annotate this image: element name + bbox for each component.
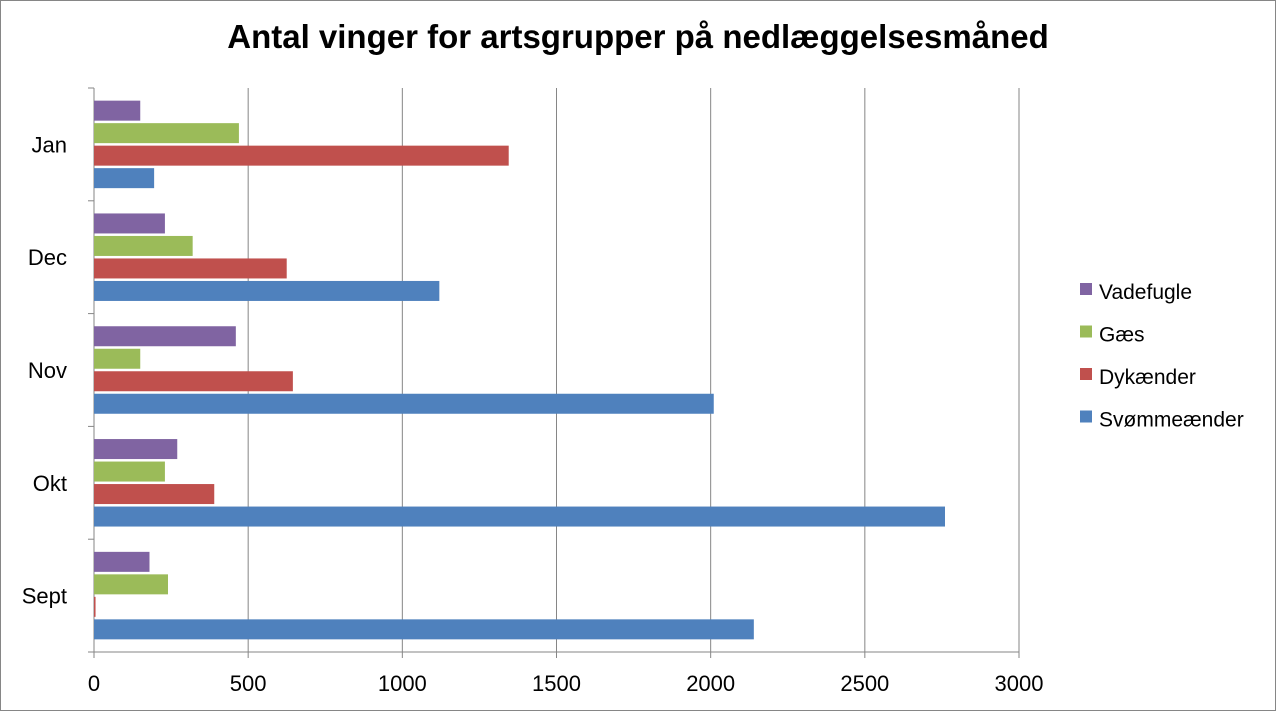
legend-label: Vadefugle [1099, 281, 1192, 304]
x-tick-label: 1000 [378, 671, 427, 696]
legend-swatch [1080, 325, 1092, 338]
x-tick-label: 3000 [995, 671, 1044, 696]
bar-vadefugle-sept [94, 551, 150, 572]
legend-swatch [1080, 283, 1092, 295]
y-tick-label: Dec [28, 245, 67, 270]
legend-label: Svømmeænder [1099, 409, 1244, 432]
bar-vadefugle-okt [94, 439, 178, 460]
bar-gæs-sept [94, 574, 168, 595]
legend-label: Gæs [1099, 324, 1145, 347]
x-tick-label: 500 [230, 671, 267, 696]
bar-dykænder-sept [94, 596, 96, 617]
chart-title: Antal vinger for artsgrupper på nedlægge… [227, 18, 1049, 55]
bar-gæs-okt [94, 461, 165, 482]
bar-dykænder-nov [94, 371, 293, 392]
bar-gæs-jan [94, 123, 239, 144]
bar-svømmeænder-nov [94, 393, 714, 414]
x-tick-label: 1500 [532, 671, 581, 696]
bar-svømmeænder-sept [94, 619, 754, 640]
legend-swatch [1080, 410, 1092, 423]
bar-svømmeænder-jan [94, 168, 155, 189]
legend-swatch [1080, 368, 1092, 380]
x-tick-label: 2500 [840, 671, 889, 696]
y-tick-label: Sept [22, 584, 67, 609]
bar-dykænder-dec [94, 258, 287, 279]
bar-svømmeænder-okt [94, 506, 945, 527]
bar-gæs-nov [94, 348, 141, 369]
x-tick-label: 0 [88, 671, 100, 696]
bar-vadefugle-jan [94, 100, 141, 121]
y-tick-label: Jan [32, 132, 67, 157]
bar-gæs-dec [94, 235, 193, 256]
bar-vadefugle-nov [94, 326, 236, 347]
legend-label: Dykænder [1099, 366, 1196, 389]
y-tick-label: Nov [28, 358, 67, 383]
x-tick-label: 2000 [686, 671, 735, 696]
bar-dykænder-okt [94, 484, 215, 505]
y-tick-label: Okt [33, 471, 67, 496]
bar-vadefugle-dec [94, 213, 165, 234]
bar-svømmeænder-dec [94, 280, 440, 301]
bar-dykænder-jan [94, 145, 509, 166]
